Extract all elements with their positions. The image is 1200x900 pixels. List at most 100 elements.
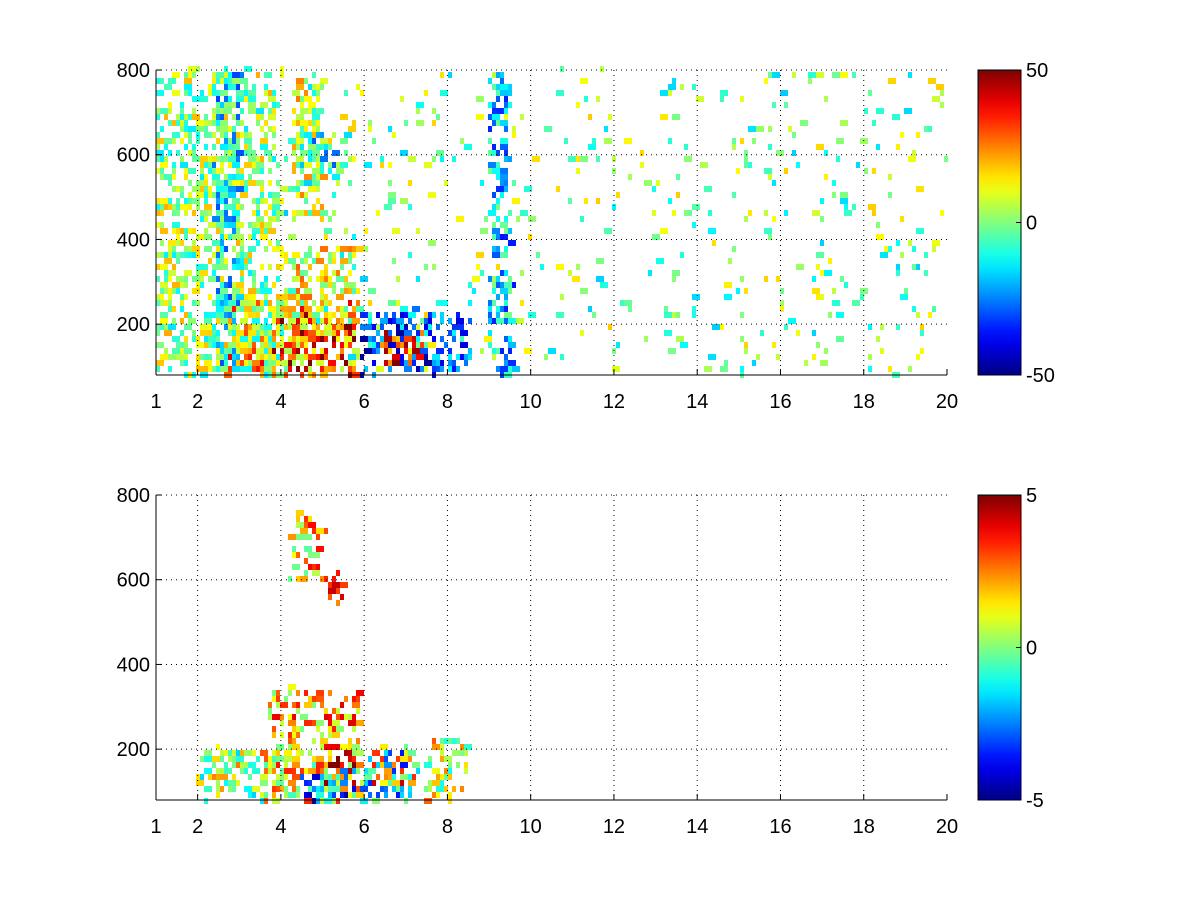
heatmap-cell bbox=[256, 312, 260, 318]
heatmap-cell bbox=[244, 252, 248, 258]
heatmap-cell bbox=[316, 150, 320, 156]
heatmap-cell bbox=[228, 192, 236, 198]
heatmap-cell bbox=[440, 156, 444, 162]
heatmap-cell bbox=[160, 312, 164, 318]
heatmap-cell bbox=[508, 84, 512, 90]
heatmap-cell bbox=[672, 210, 676, 216]
heatmap-cell bbox=[320, 276, 324, 282]
heatmap-cell bbox=[384, 348, 388, 354]
heatmap-cell bbox=[396, 336, 400, 342]
heatmap-cell bbox=[460, 750, 464, 756]
heatmap-cell bbox=[224, 84, 228, 90]
heatmap-cell bbox=[248, 324, 252, 330]
heatmap-cell bbox=[156, 360, 164, 366]
heatmap-cell bbox=[292, 216, 296, 222]
heatmap-cell bbox=[692, 294, 700, 300]
heatmap-cell bbox=[328, 756, 332, 762]
heatmap-cell bbox=[340, 714, 344, 720]
heatmap-cell bbox=[160, 228, 168, 234]
heatmap-cell bbox=[216, 90, 220, 96]
heatmap-cell bbox=[348, 126, 356, 132]
heatmap-cell bbox=[200, 174, 204, 180]
heatmap-cell bbox=[512, 132, 516, 138]
heatmap-cell bbox=[168, 204, 172, 210]
heatmap-cell bbox=[496, 282, 500, 288]
heatmap-cell bbox=[492, 150, 496, 156]
heatmap-cell bbox=[216, 108, 220, 114]
heatmap-cell bbox=[296, 300, 300, 306]
heatmap-cell bbox=[304, 180, 312, 186]
heatmap-cell bbox=[436, 114, 440, 120]
heatmap-cell bbox=[772, 342, 776, 348]
heatmap-cell bbox=[212, 192, 216, 198]
heatmap-cell bbox=[500, 288, 508, 294]
heatmap-cell bbox=[840, 192, 848, 198]
heatmap-cell bbox=[380, 156, 384, 162]
heatmap-cell bbox=[272, 342, 276, 348]
heatmap-cell bbox=[408, 348, 412, 354]
heatmap-cell bbox=[464, 750, 468, 756]
heatmap-cell bbox=[272, 318, 276, 324]
heatmap-cell bbox=[292, 312, 300, 318]
heatmap-cell bbox=[196, 336, 200, 342]
heatmap-cell bbox=[348, 288, 352, 294]
heatmap-cell bbox=[432, 336, 436, 342]
heatmap-cell bbox=[588, 306, 592, 312]
heatmap-cell bbox=[412, 774, 416, 780]
heatmap-cell bbox=[612, 156, 616, 162]
heatmap-cell bbox=[300, 324, 308, 330]
heatmap-cell bbox=[200, 756, 204, 762]
heatmap-cell bbox=[812, 330, 816, 336]
heatmap-cell bbox=[272, 246, 280, 252]
heatmap-cell bbox=[276, 762, 280, 768]
heatmap-cell bbox=[224, 138, 228, 144]
heatmap-cell bbox=[244, 312, 248, 318]
heatmap-cell bbox=[160, 78, 164, 84]
heatmap-cell bbox=[308, 102, 316, 108]
heatmap-cell bbox=[188, 198, 192, 204]
heatmap-cell bbox=[516, 216, 520, 222]
heatmap-cell bbox=[284, 324, 288, 330]
heatmap-cell bbox=[208, 192, 212, 198]
heatmap-cell bbox=[448, 72, 452, 78]
heatmap-cell bbox=[324, 336, 328, 342]
heatmap-cell bbox=[268, 264, 272, 270]
heatmap-cell bbox=[352, 156, 356, 162]
heatmap-cell bbox=[560, 354, 564, 360]
heatmap-cell bbox=[220, 222, 224, 228]
heatmap-cell bbox=[276, 264, 280, 270]
heatmap-cell bbox=[356, 84, 360, 90]
heatmap-cell bbox=[332, 252, 336, 258]
heatmap-cell bbox=[300, 102, 304, 108]
heatmap-cell bbox=[244, 90, 248, 96]
heatmap-cell bbox=[448, 348, 452, 354]
heatmap-cell bbox=[264, 756, 268, 762]
heatmap-cell bbox=[172, 348, 180, 354]
heatmap-cell bbox=[376, 312, 380, 318]
heatmap-cell bbox=[316, 132, 320, 138]
heatmap-cell bbox=[580, 216, 584, 222]
heatmap-cell bbox=[332, 330, 336, 336]
heatmap-cell bbox=[320, 300, 324, 306]
heatmap-cell bbox=[876, 108, 884, 114]
heatmap-cell bbox=[176, 150, 180, 156]
heatmap-cell bbox=[352, 246, 356, 252]
heatmap-cell bbox=[444, 180, 448, 186]
heatmap-cell bbox=[436, 348, 444, 354]
heatmap-cell bbox=[288, 360, 292, 366]
heatmap-cell bbox=[308, 354, 316, 360]
heatmap-cell bbox=[780, 306, 784, 312]
heatmap-cell bbox=[312, 312, 320, 318]
heatmap-cell bbox=[380, 762, 384, 768]
heatmap-cell bbox=[184, 252, 188, 258]
heatmap-cell bbox=[624, 300, 632, 306]
heatmap-cell bbox=[616, 192, 620, 198]
heatmap-cell bbox=[544, 126, 552, 132]
heatmap-cell bbox=[308, 786, 312, 792]
heatmap-cell bbox=[316, 186, 320, 192]
heatmap-cell bbox=[168, 288, 172, 294]
heatmap-cell bbox=[916, 186, 924, 192]
heatmap-cell bbox=[328, 318, 332, 324]
heatmap-cell bbox=[480, 270, 484, 276]
heatmap-cell bbox=[328, 792, 332, 798]
